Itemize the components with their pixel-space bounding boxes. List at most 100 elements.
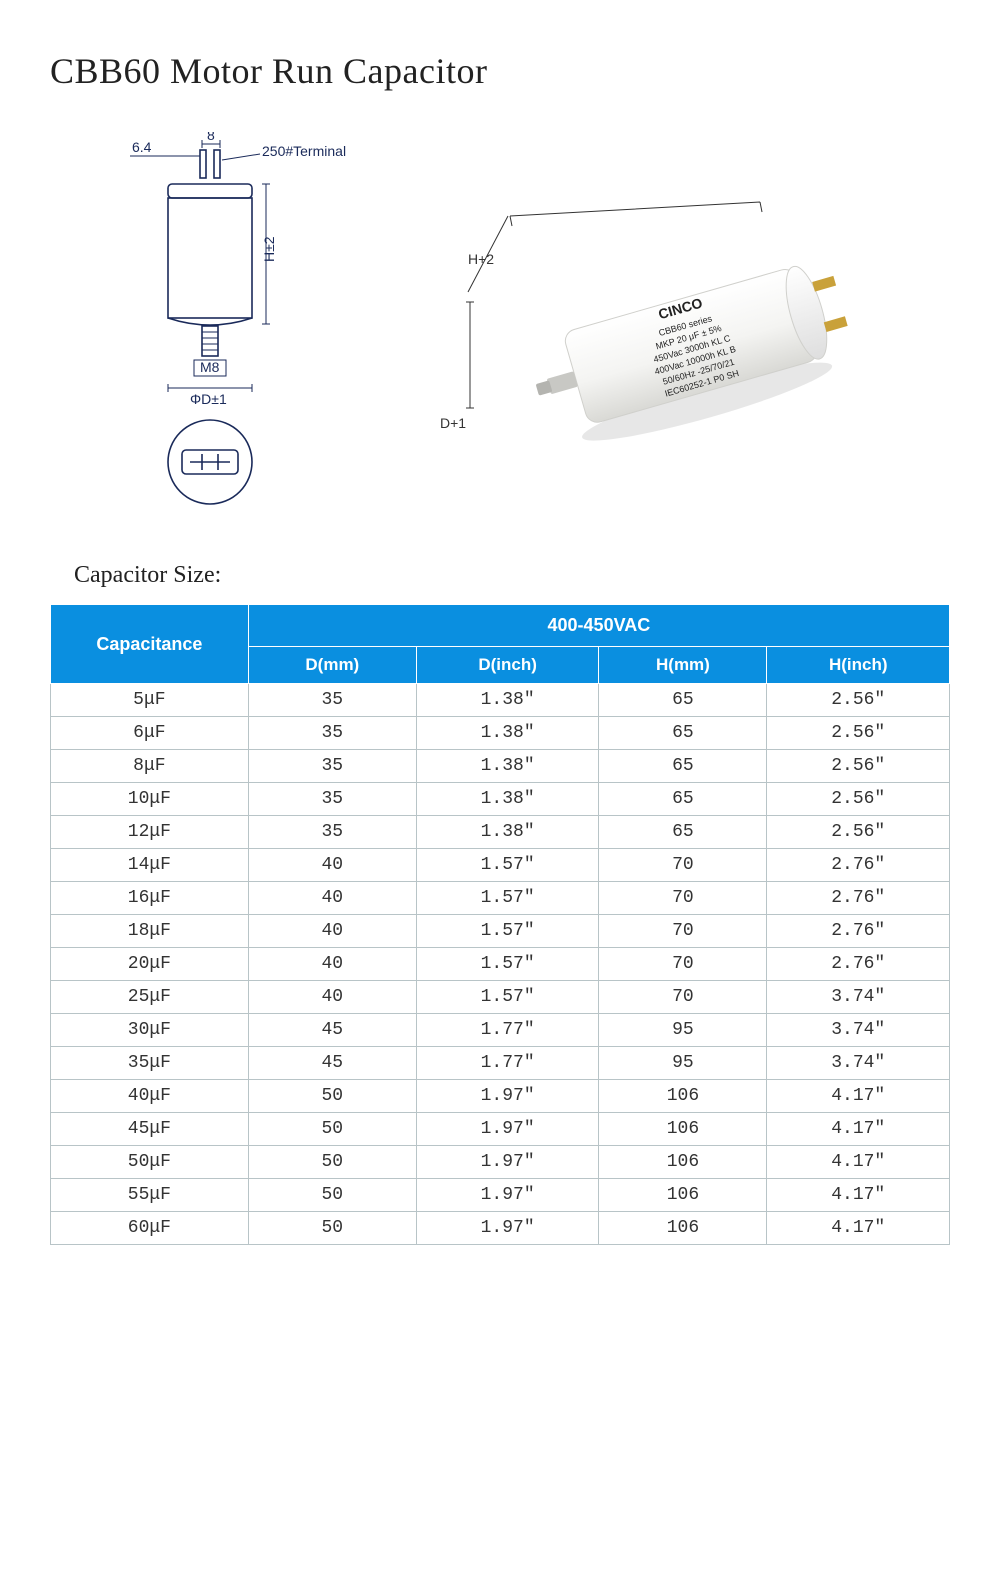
table-cell: 1.77″ — [416, 1047, 599, 1080]
table-cell: 4.17″ — [767, 1212, 950, 1245]
section-label: Capacitor Size: — [74, 562, 950, 589]
table-cell: 50 — [248, 1179, 416, 1212]
table-row: 6μF351.38″652.56″ — [51, 717, 950, 750]
table-cell: 4.17″ — [767, 1080, 950, 1113]
table-row: 30μF451.77″953.74″ — [51, 1014, 950, 1047]
table-cell: 2.56″ — [767, 717, 950, 750]
table-cell: 4.17″ — [767, 1113, 950, 1146]
table-cell: 35 — [248, 783, 416, 816]
table-cell: 40 — [248, 882, 416, 915]
table-row: 18μF401.57″702.76″ — [51, 915, 950, 948]
table-cell: 16μF — [51, 882, 249, 915]
col-d-mm: D(mm) — [248, 647, 416, 684]
table-cell: 95 — [599, 1047, 767, 1080]
table-row: 35μF451.77″953.74″ — [51, 1047, 950, 1080]
table-cell: 65 — [599, 684, 767, 717]
table-cell: 106 — [599, 1113, 767, 1146]
table-cell: 1.57″ — [416, 915, 599, 948]
table-cell: 1.97″ — [416, 1113, 599, 1146]
table-cell: 65 — [599, 750, 767, 783]
table-cell: 65 — [599, 783, 767, 816]
table-cell: 50 — [248, 1212, 416, 1245]
table-cell: 1.77″ — [416, 1014, 599, 1047]
table-cell: 106 — [599, 1179, 767, 1212]
table-cell: 1.57″ — [416, 981, 599, 1014]
table-cell: 18μF — [51, 915, 249, 948]
table-cell: 35 — [248, 750, 416, 783]
table-cell: 106 — [599, 1080, 767, 1113]
table-cell: 2.56″ — [767, 816, 950, 849]
table-cell: 1.38″ — [416, 684, 599, 717]
table-cell: 1.97″ — [416, 1212, 599, 1245]
table-cell: 1.97″ — [416, 1146, 599, 1179]
table-cell: 50μF — [51, 1146, 249, 1179]
table-cell: 2.56″ — [767, 684, 950, 717]
col-h-mm: H(mm) — [599, 647, 767, 684]
table-cell: 3.74″ — [767, 1047, 950, 1080]
table-cell: 95 — [599, 1014, 767, 1047]
table-cell: 50 — [248, 1146, 416, 1179]
table-cell: 1.57″ — [416, 849, 599, 882]
spec-table: Capacitance 400-450VAC D(mm) D(inch) H(m… — [50, 604, 950, 1245]
photo-dim-h: H+2 — [468, 251, 494, 267]
photo-dim-d: D+1 — [440, 415, 466, 431]
table-cell: 1.57″ — [416, 882, 599, 915]
table-cell: 70 — [599, 948, 767, 981]
table-cell: 40 — [248, 948, 416, 981]
table-cell: 65 — [599, 717, 767, 750]
spec-table-body: 5μF351.38″652.56″6μF351.38″652.56″8μF351… — [51, 684, 950, 1245]
table-cell: 1.57″ — [416, 948, 599, 981]
table-cell: 1.38″ — [416, 816, 599, 849]
table-cell: 8μF — [51, 750, 249, 783]
table-row: 20μF401.57″702.76″ — [51, 948, 950, 981]
table-cell: 106 — [599, 1146, 767, 1179]
table-cell: 1.97″ — [416, 1179, 599, 1212]
table-cell: 70 — [599, 915, 767, 948]
table-row: 12μF351.38″652.56″ — [51, 816, 950, 849]
table-cell: 4.17″ — [767, 1179, 950, 1212]
product-photo-diagram: CINCO CBB60 series MKP 20 μF ± 5% 450Vac… — [430, 192, 900, 462]
table-cell: 106 — [599, 1212, 767, 1245]
col-d-inch: D(inch) — [416, 647, 599, 684]
table-cell: 70 — [599, 849, 767, 882]
table-cell: 2.76″ — [767, 849, 950, 882]
table-row: 5μF351.38″652.56″ — [51, 684, 950, 717]
table-cell: 30μF — [51, 1014, 249, 1047]
table-cell: 45μF — [51, 1113, 249, 1146]
table-cell: 1.38″ — [416, 783, 599, 816]
table-cell: 35 — [248, 717, 416, 750]
diagram-area: 8 6.4 250#Terminal H±2 M8 — [50, 132, 950, 522]
table-cell: 10μF — [51, 783, 249, 816]
table-cell: 50 — [248, 1113, 416, 1146]
table-cell: 20μF — [51, 948, 249, 981]
table-cell: 40μF — [51, 1080, 249, 1113]
table-cell: 5μF — [51, 684, 249, 717]
table-row: 14μF401.57″702.76″ — [51, 849, 950, 882]
technical-drawing: 8 6.4 250#Terminal H±2 M8 — [90, 132, 350, 522]
col-group-voltage: 400-450VAC — [248, 605, 949, 647]
table-row: 25μF401.57″703.74″ — [51, 981, 950, 1014]
table-cell: 40 — [248, 981, 416, 1014]
table-cell: 25μF — [51, 981, 249, 1014]
table-cell: 35 — [248, 684, 416, 717]
dim-m8: M8 — [200, 359, 220, 375]
table-cell: 12μF — [51, 816, 249, 849]
table-cell: 55μF — [51, 1179, 249, 1212]
table-cell: 35μF — [51, 1047, 249, 1080]
table-row: 40μF501.97″1064.17″ — [51, 1080, 950, 1113]
col-capacitance: Capacitance — [51, 605, 249, 684]
table-cell: 2.56″ — [767, 750, 950, 783]
table-cell: 3.74″ — [767, 1014, 950, 1047]
table-cell: 45 — [248, 1047, 416, 1080]
table-cell: 50 — [248, 1080, 416, 1113]
table-cell: 40 — [248, 915, 416, 948]
table-cell: 14μF — [51, 849, 249, 882]
table-cell: 70 — [599, 882, 767, 915]
page-title: CBB60 Motor Run Capacitor — [50, 50, 950, 92]
table-cell: 2.76″ — [767, 882, 950, 915]
table-cell: 45 — [248, 1014, 416, 1047]
terminal-label: 250#Terminal — [262, 143, 346, 159]
spec-table-head: Capacitance 400-450VAC D(mm) D(inch) H(m… — [51, 605, 950, 684]
table-cell: 6μF — [51, 717, 249, 750]
table-cell: 60μF — [51, 1212, 249, 1245]
